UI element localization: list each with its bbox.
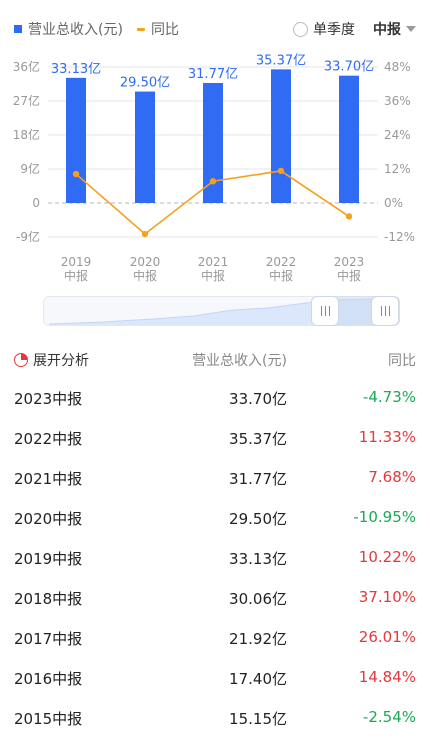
revenue-cell: 35.37亿	[229, 430, 287, 448]
revenue-chart: 36亿 27亿 18亿 9亿 0 -9亿 48% 36% 24% 12% 0% -12% 33.13亿 2…	[13, 53, 415, 283]
bar-value-label: 29.50亿	[120, 76, 170, 91]
x-tick-label: 2019	[61, 255, 92, 269]
revenue-cell: 30.06亿	[229, 590, 287, 608]
period-cell: 2022中报	[14, 430, 83, 448]
bar-value-label: 33.70亿	[324, 60, 374, 75]
bar	[135, 91, 155, 203]
x-tick-label: 2020	[130, 255, 161, 269]
y-right-tick-label: 36%	[384, 94, 411, 108]
table-header: 展开分析 营业总收入(元) 同比	[0, 348, 430, 370]
y-right-tick-label: -12%	[384, 230, 415, 244]
period-dropdown[interactable]: 中报	[373, 19, 416, 39]
yoy-cell: -10.95%	[353, 508, 416, 526]
table-row: 2020中报 29.50亿 -10.95%	[0, 498, 430, 538]
x-tick-label: 2022	[266, 255, 297, 269]
x-tick-label: 中报	[133, 268, 157, 283]
range-slider-right-handle[interactable]	[371, 296, 399, 326]
yoy-cell: 14.84%	[358, 668, 416, 686]
range-slider-preview	[48, 297, 396, 325]
bar-value-label: 33.13亿	[51, 62, 101, 77]
yoy-cell: -2.54%	[362, 708, 416, 726]
bar-value-label: 31.77亿	[188, 67, 238, 82]
yoy-legend-label: 同比	[150, 22, 179, 38]
quarter-label[interactable]: 单季度	[313, 22, 355, 38]
y-left-tick-label: 27亿	[13, 93, 40, 108]
y-left-tick-label: 0	[32, 196, 40, 210]
yoy-cell: 37.10%	[358, 588, 416, 606]
revenue-cell: 33.70亿	[229, 390, 287, 408]
yoy-cell: 7.68%	[368, 468, 416, 486]
period-dropdown-label: 中报	[373, 22, 401, 38]
x-tick-label: 中报	[64, 268, 88, 283]
quarter-radio[interactable]	[293, 21, 308, 37]
y-left-tick-label: 9亿	[20, 161, 40, 176]
x-tick-label: 中报	[269, 268, 293, 283]
y-right-tick-label: 12%	[384, 162, 411, 176]
bar-value-label: 35.37亿	[256, 53, 306, 68]
chart-controls: 单季度 中报	[293, 18, 416, 40]
range-slider[interactable]	[43, 296, 400, 326]
revenue-column-header: 营业总收入(元)	[192, 353, 287, 369]
yoy-point	[72, 170, 80, 178]
period-cell: 2015中报	[14, 710, 83, 728]
period-cell: 2016中报	[14, 670, 83, 688]
table-row: 2023中报 33.70亿 -4.73%	[0, 378, 430, 418]
expand-analysis-button[interactable]: 展开分析	[14, 350, 89, 370]
y-right-tick-label: 0%	[384, 196, 403, 210]
revenue-cell: 17.40亿	[229, 670, 287, 688]
period-cell: 2019中报	[14, 550, 83, 568]
bar	[271, 69, 291, 203]
revenue-cell: 21.92亿	[229, 630, 287, 648]
bar	[66, 77, 86, 203]
yoy-cell: 10.22%	[358, 548, 416, 566]
yoy-cell: 11.33%	[358, 428, 416, 446]
y-left-tick-label: 18亿	[13, 127, 40, 142]
expand-analysis-label: 展开分析	[33, 353, 89, 369]
yoy-cell: 26.01%	[358, 628, 416, 646]
y-left-tick-label: 36亿	[13, 59, 40, 74]
yoy-point	[209, 178, 217, 185]
table-row: 2022中报 35.37亿 11.33%	[0, 418, 430, 458]
yoy-column-header: 同比	[388, 353, 416, 369]
revenue-legend-label: 营业总收入(元)	[28, 22, 123, 38]
x-tick-label: 中报	[201, 268, 225, 283]
yoy-point	[141, 230, 149, 238]
bar	[339, 75, 359, 203]
y-right-tick-label: 48%	[384, 60, 411, 74]
period-cell: 2021中报	[14, 470, 83, 488]
x-tick-label: 2023	[334, 255, 365, 269]
y-left-tick-label: -9亿	[16, 229, 40, 244]
period-cell: 2023中报	[14, 390, 83, 408]
period-cell: 2020中报	[14, 510, 83, 528]
table-row: 2021中报 31.77亿 7.68%	[0, 458, 430, 498]
yoy-legend-swatch	[136, 27, 145, 31]
table-row: 2019中报 33.13亿 10.22%	[0, 538, 430, 578]
bar	[203, 82, 223, 203]
x-tick-label: 中报	[337, 268, 361, 283]
x-tick-label: 2021	[198, 255, 229, 269]
revenue-cell: 33.13亿	[229, 550, 287, 568]
table-row: 2015中报 15.15亿 -2.54%	[0, 698, 430, 738]
chevron-down-icon	[406, 26, 416, 32]
yoy-point	[277, 167, 285, 175]
table-row: 2016中报 17.40亿 14.84%	[0, 658, 430, 698]
period-cell: 2018中报	[14, 590, 83, 608]
data-table: 2023中报 33.70亿 -4.73% 2022中报 35.37亿 11.33…	[0, 378, 430, 738]
yoy-cell: -4.73%	[362, 388, 416, 406]
revenue-cell: 29.50亿	[229, 510, 287, 528]
y-right-tick-label: 24%	[384, 128, 411, 142]
revenue-legend-swatch	[14, 25, 22, 33]
chart-legend: 营业总收入(元) 同比	[14, 18, 179, 40]
pie-chart-icon	[14, 353, 28, 367]
table-row: 2018中报 30.06亿 37.10%	[0, 578, 430, 618]
period-cell: 2017中报	[14, 630, 83, 648]
range-slider-left-handle[interactable]	[311, 296, 339, 326]
revenue-cell: 15.15亿	[229, 710, 287, 728]
revenue-cell: 31.77亿	[229, 470, 287, 488]
yoy-point	[345, 213, 353, 220]
table-row: 2017中报 21.92亿 26.01%	[0, 618, 430, 658]
